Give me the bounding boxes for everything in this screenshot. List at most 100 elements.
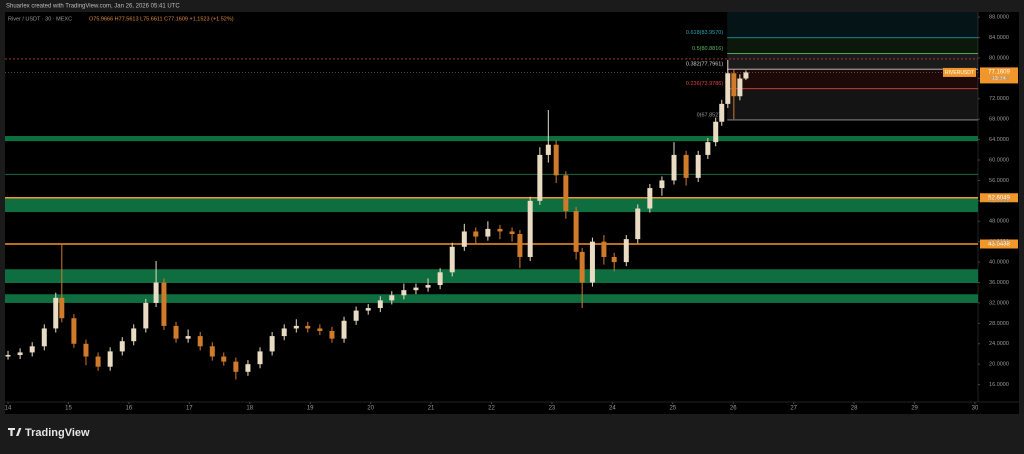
y-tick-label: 32.0000	[989, 300, 1009, 306]
candle-body	[579, 251, 585, 283]
candle-body	[725, 73, 731, 104]
price-tag	[943, 67, 976, 77]
candle-body	[353, 310, 359, 321]
fib-fill	[727, 69, 978, 89]
y-tick-label: 52.0000	[989, 198, 1009, 204]
y-tick-label: 68.0000	[989, 117, 1009, 123]
y-tick-label: 64.0000	[989, 137, 1009, 143]
fib-label: 0.618(83.9570)	[686, 30, 723, 36]
candle-body	[401, 290, 407, 296]
candle-body	[497, 228, 503, 232]
y-tick-label: 60.0000	[989, 157, 1009, 163]
candle-body	[245, 364, 251, 372]
candle-body	[221, 356, 227, 362]
candle-body	[573, 211, 579, 252]
level-label: 52.6049	[988, 195, 1010, 201]
level-tag	[980, 193, 1018, 203]
candle-body	[209, 346, 215, 357]
fib-label: 0.5(80.8816)	[692, 46, 723, 52]
y-tick-label: 20.0000	[989, 362, 1009, 368]
fib-fill	[727, 37, 978, 54]
x-tick-label: 27	[790, 406, 797, 412]
x-tick-label: 16	[126, 406, 133, 412]
candle-body	[233, 361, 239, 372]
candle-body	[437, 272, 443, 286]
y-tick-label: 72.0000	[989, 96, 1009, 102]
candle-body	[341, 320, 347, 339]
candle-body	[461, 231, 467, 247]
y-tick-label: 28.0000	[989, 321, 1009, 327]
support-zone	[5, 136, 978, 142]
candle-body	[143, 302, 149, 329]
y-tick-label: 48.0000	[989, 219, 1009, 225]
x-tick-label: 30	[972, 406, 979, 412]
y-tick-label: 24.0000	[989, 341, 1009, 347]
candle-body	[41, 328, 47, 347]
x-tick-label: 22	[488, 406, 495, 412]
candle-body	[365, 308, 371, 311]
candle-body	[509, 231, 515, 235]
level-tag	[980, 239, 1018, 249]
candle-body	[611, 256, 617, 263]
candle-body	[329, 330, 335, 339]
candle-body	[305, 325, 311, 329]
candle-body	[713, 121, 719, 143]
ohlc: O75.9666 H77.5613 L75.6611 C77.1609 +1.1…	[89, 16, 234, 22]
candle-body	[257, 351, 263, 365]
candle-body	[317, 328, 323, 331]
candle-body	[29, 346, 35, 353]
candle-body	[83, 343, 89, 357]
x-tick-label: 15	[65, 406, 72, 412]
y-tick-label: 56.0000	[989, 178, 1009, 184]
candle-body	[119, 341, 125, 352]
candle-body	[131, 328, 137, 342]
x-tick-label: 26	[730, 406, 737, 412]
candle-body	[293, 325, 299, 329]
x-tick-label: 14	[5, 406, 12, 412]
candle-body	[563, 175, 569, 212]
candle-body	[659, 180, 665, 189]
y-tick-label: 80.0000	[989, 55, 1009, 61]
y-tick-label: 44.0000	[989, 239, 1009, 245]
price-tag-value: 77.1609	[988, 70, 1010, 76]
x-tick-label: 25	[669, 406, 676, 412]
candle-body	[107, 351, 113, 367]
candle-body	[389, 295, 395, 301]
x-tick-label: 21	[428, 406, 435, 412]
candle-body	[517, 234, 523, 257]
candle-body	[553, 144, 559, 176]
candle-body	[59, 297, 65, 319]
candle-body	[95, 356, 101, 367]
y-tick-label: 84.0000	[989, 35, 1009, 41]
candle-body	[185, 336, 191, 339]
candle-body	[737, 78, 743, 97]
candle-body	[153, 282, 159, 303]
support-zone	[5, 197, 978, 213]
candle-body	[589, 241, 595, 283]
fib-fill	[727, 88, 978, 120]
candle-body	[719, 103, 725, 122]
candle-body	[731, 73, 737, 97]
price-tag-symbol: RIVERUSDT	[945, 70, 974, 76]
candle-body	[173, 325, 179, 339]
brand-logo	[8, 428, 22, 436]
fib-label: 0.236(73.9786)	[686, 81, 723, 87]
x-tick-label: 24	[609, 406, 616, 412]
x-tick-label: 17	[186, 406, 193, 412]
candle-body	[281, 328, 287, 337]
candle-body	[485, 228, 491, 237]
fib-fill	[727, 53, 978, 70]
candle-body	[161, 282, 167, 326]
candle-body	[635, 208, 641, 240]
candle-body	[413, 287, 419, 291]
candle-body	[527, 200, 533, 257]
candle-body	[17, 352, 23, 355]
candle-body	[705, 142, 711, 155]
candle-body	[671, 154, 677, 181]
candle-body	[683, 154, 689, 178]
x-tick-label: 18	[246, 406, 253, 412]
support-zone	[5, 294, 978, 303]
x-tick-label: 19	[307, 406, 314, 412]
candle-body	[473, 231, 479, 237]
